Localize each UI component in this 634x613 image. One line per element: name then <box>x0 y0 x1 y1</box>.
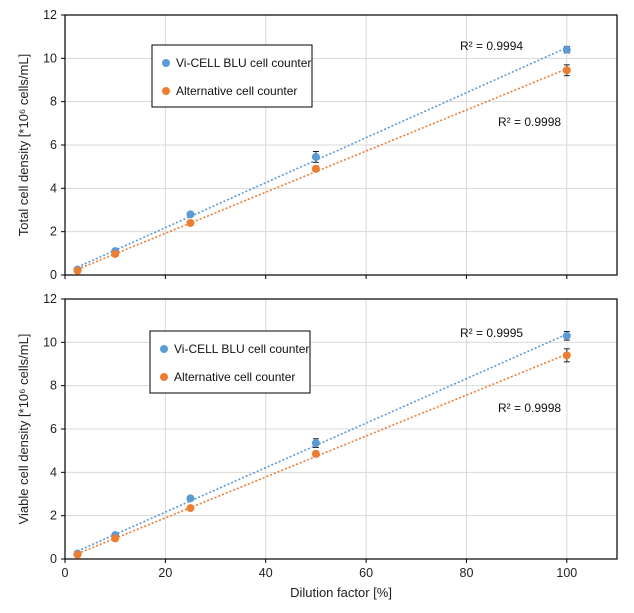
trendline <box>77 46 568 268</box>
x-tick-label: 0 <box>62 566 69 580</box>
data-point <box>186 494 195 503</box>
trendline <box>77 353 568 555</box>
series-2 <box>73 348 571 559</box>
x-tick-label: 60 <box>359 566 373 580</box>
data-point <box>311 449 320 458</box>
y-tick-label: 6 <box>50 422 57 436</box>
legend: Vi-CELL BLU cell counter Alternative cell… <box>149 330 311 394</box>
legend-box <box>151 44 313 108</box>
legend-label: Vi-CELL BLU cell counter <box>176 56 311 70</box>
y-tick-label: 0 <box>50 268 57 282</box>
data-point <box>186 219 195 227</box>
legend-marker <box>160 345 168 353</box>
data-point <box>186 210 195 219</box>
r-squared-label: R² = 0.9998 <box>498 115 561 129</box>
y-axis-title: Viable cell density [*10⁶ cells/mL] <box>16 334 31 525</box>
y-tick-label: 0 <box>50 552 57 566</box>
y-tick-label: 8 <box>50 379 57 393</box>
plot-panel-1: 0 2 4 6 8 10 12 Total cell density [*10⁶ cells/… <box>16 8 618 282</box>
legend-box <box>149 330 311 394</box>
x-tick-label: 40 <box>259 566 273 580</box>
x-tick-label: 20 <box>158 566 172 580</box>
trendline <box>77 68 568 271</box>
data-point <box>186 504 195 513</box>
y-axis-title: Total cell density [*10⁶ cells/mL] <box>16 54 31 236</box>
x-tick-label: 100 <box>556 566 577 580</box>
y-tick-label: 4 <box>50 181 57 195</box>
legend-label: Alternative cell counter <box>174 370 295 384</box>
data-point <box>111 249 120 258</box>
data-point <box>562 66 571 75</box>
data-point <box>311 164 320 173</box>
data-point <box>311 152 320 161</box>
series-1 <box>73 45 571 274</box>
data-point <box>562 45 571 54</box>
y-tick-label: 10 <box>43 335 57 349</box>
data-point <box>311 439 320 448</box>
r-squared-label: R² = 0.9998 <box>498 401 561 415</box>
y-tick-label: 2 <box>50 509 57 523</box>
plot-panel-2: 0 2 4 6 8 10 12 0 20 40 60 80 100 Viable cell density… <box>16 292 618 600</box>
legend-marker <box>162 59 170 67</box>
r-squared-label: R² = 0.9994 <box>460 39 523 53</box>
data-point <box>562 351 571 360</box>
series-2 <box>73 64 571 275</box>
data-point <box>562 331 571 340</box>
y-tick-label: 12 <box>43 292 57 306</box>
legend-label: Vi-CELL BLU cell counter <box>174 342 309 356</box>
legend-marker <box>160 373 168 381</box>
legend-label: Alternative cell counter <box>176 84 297 98</box>
r-squared-label: R² = 0.9995 <box>460 326 523 340</box>
y-tick-label: 10 <box>43 51 57 65</box>
y-tick-label: 12 <box>43 8 57 22</box>
trendline <box>77 333 568 552</box>
legend-marker <box>162 87 170 95</box>
y-tick-label: 4 <box>50 465 57 479</box>
data-point <box>73 550 82 559</box>
x-tick-label: 80 <box>460 566 474 580</box>
y-tick-label: 6 <box>50 138 57 152</box>
data-point <box>111 534 120 543</box>
data-point <box>73 266 82 275</box>
x-axis-title: Dilution factor [%] <box>290 585 392 600</box>
y-tick-label: 2 <box>50 225 57 239</box>
legend: Vi-CELL BLU cell counter Alternative cell… <box>151 44 313 108</box>
y-tick-label: 8 <box>50 95 57 109</box>
